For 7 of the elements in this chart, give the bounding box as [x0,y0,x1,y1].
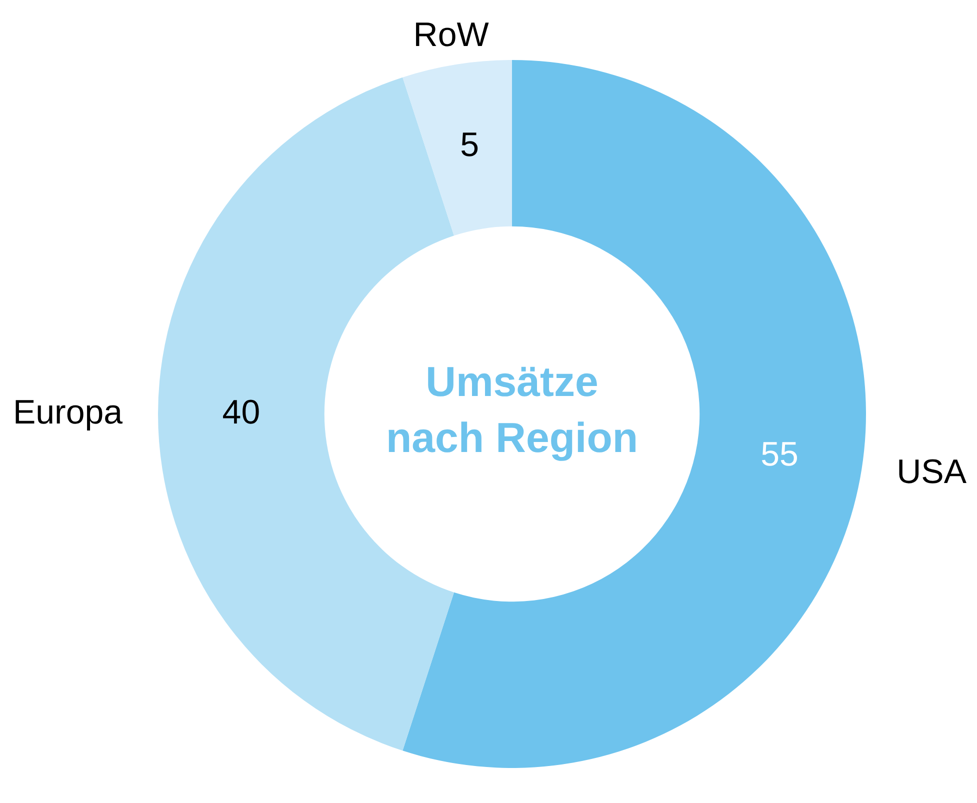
data-label: 40 [222,393,260,432]
data-label: 55 [760,436,798,474]
slice-label: USA [896,453,967,492]
text: Umsätze nach Region [384,357,640,463]
slice-label: RoW [413,16,489,54]
data-label: 5 [460,126,480,164]
slice-label: Europa [12,393,123,432]
